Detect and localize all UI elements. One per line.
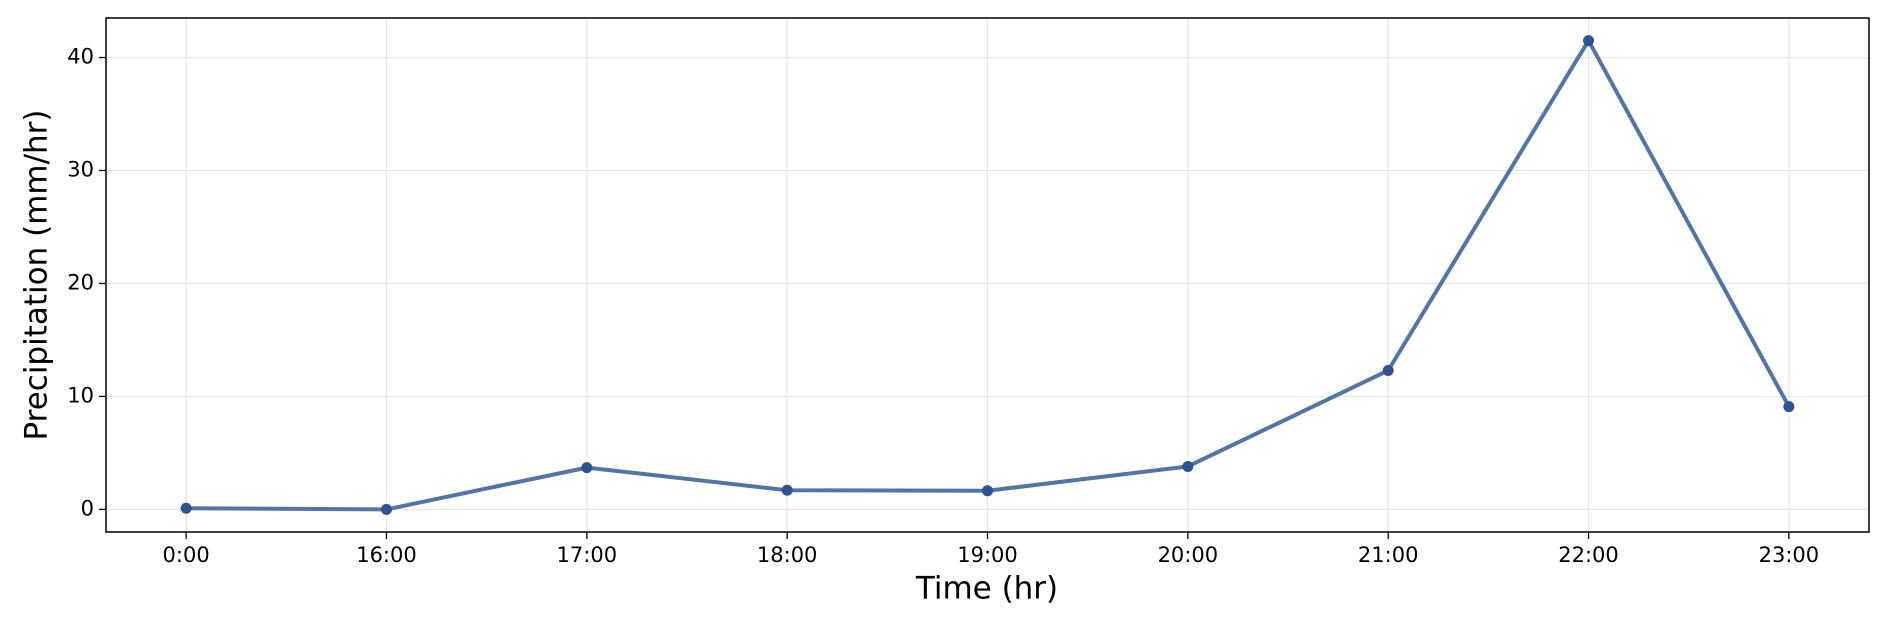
marks: [180, 35, 1795, 515]
point: [180, 502, 192, 514]
y-tick-label: 30: [67, 158, 94, 182]
point: [380, 503, 392, 515]
y-tick-label: 40: [67, 45, 94, 69]
x-tick-label: 20:00: [1158, 543, 1219, 567]
point: [1583, 35, 1595, 47]
x-tick-label: 17:00: [557, 543, 618, 567]
point: [1382, 364, 1394, 376]
x-tick-label: 16:00: [356, 543, 417, 567]
point: [982, 485, 993, 497]
y-tick-label: 0: [81, 496, 94, 520]
y-tick-label: 10: [67, 383, 94, 407]
x-axis-label: Time (hr): [915, 571, 1058, 607]
x-tick-label: 18:00: [757, 543, 818, 567]
x-tick-label: 21:00: [1358, 543, 1419, 567]
x-tick-label: 0:00: [163, 543, 210, 567]
point: [1783, 401, 1795, 413]
x-tick-label: 19:00: [957, 543, 1018, 567]
y-tick-label: 20: [67, 270, 94, 294]
point: [1182, 460, 1194, 472]
y-axis-label: Precipitation (mm/hr): [19, 109, 55, 440]
point: [581, 462, 593, 474]
grid: [106, 18, 1869, 532]
x-tick-label: 22:00: [1558, 543, 1619, 567]
point: [781, 484, 793, 496]
x-tick-label: 23:00: [1759, 543, 1820, 567]
